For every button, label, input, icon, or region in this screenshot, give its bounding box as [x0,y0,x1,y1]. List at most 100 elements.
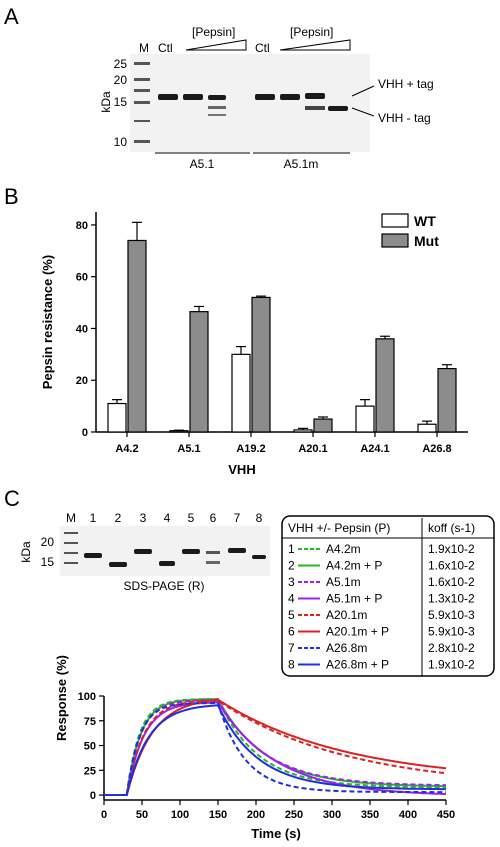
c-curve-1 [104,697,446,796]
legend-rows: 1 A4.2m 1.9x10-2 2 A4.2m + P 1.6x10-2 3 A5.1m 1.… [288,542,475,672]
panel-a: A M Ctl [Pepsin] Ctl [4,4,434,171]
c-xtick-label: 300 [323,809,341,821]
c-curve-3 [104,699,446,796]
b-ytick-label: 0 [82,427,88,439]
panel-c-letter: C [4,486,20,511]
lane-number: 3 [140,511,147,525]
lane-number: 1 [90,511,97,525]
b-bar-wt [355,405,375,433]
group-label-1: A5.1 [190,157,215,171]
c-ylabel: Response (%) [54,655,69,741]
c-curve-4 [104,701,447,796]
b-xtick-label: A19.2 [236,443,265,455]
chart-c: 0 25 50 75 100 0 50 100 150 200 250 300 350 400 450 [78,691,456,821]
legend-row-name: A26.8m [326,641,367,655]
panel-a-letter: A [4,4,19,29]
c-ytick-label: 75 [84,716,96,728]
group-label-2: A5.1m [284,157,319,171]
legend-row-koff: 1.3x10-2 [428,592,475,606]
lane-numbers: 1 2 3 4 5 6 7 8 [90,511,263,525]
legend-row-num: 1 [288,542,295,556]
lane-number: 4 [164,511,171,525]
lane-number: 6 [210,511,217,525]
c-xtick-label: 250 [285,809,303,821]
mw-c-15: 15 [41,555,55,569]
pepsin-label-1: [Pepsin] [192,25,235,39]
legend-row-koff: 1.6x10-2 [428,559,475,573]
c-xtick-label: 150 [209,809,227,821]
b-xtick-label: A26.8 [422,443,451,455]
lane-number: 5 [188,511,195,525]
ctl-label-1: Ctl [158,41,173,55]
legend-row-name: A5.1m [326,575,361,589]
lane-number: 2 [115,511,122,525]
legend-row-name: A4.2m + P [326,559,382,573]
pointer-plus [351,85,375,97]
b-bar-mut [437,367,457,433]
c-xtick-label: 200 [247,809,265,821]
b-ytick-label: 60 [76,272,88,284]
legend-row-koff: 1.9x10-2 [428,658,475,672]
mw-20: 20 [114,73,128,87]
pepsin-gradient-1 [185,39,247,51]
legend-row-koff: 1.6x10-2 [428,575,475,589]
c-ytick-label: 50 [84,741,96,753]
sample-bands-c [84,548,266,567]
marker-bands-a [134,62,150,143]
legend-row-koff: 1.9x10-2 [428,542,475,556]
gel-caption-c: SDS-PAGE (R) [123,579,204,593]
c-xtick-label: 450 [437,809,455,821]
pointer-minus [351,107,375,117]
b-bar-wt [107,402,127,433]
b-xtick-label: A20.1 [298,443,327,455]
c-xtick-label: 50 [136,809,148,821]
ctl-label-2: Ctl [255,41,270,55]
legend-row-koff: 5.9x10-3 [428,608,475,622]
chart-b: 0 20 40 60 80 A4.2 A5.1 A19.2 A20.1 A24.1 A26.8 WT M… [76,212,468,455]
b-bar-mut [127,239,147,433]
legend-header-right: koff (s-1) [428,521,475,535]
b-legend-label: WT [414,213,436,229]
mw-10: 10 [114,135,128,149]
legend-row-name: A4.2m [326,542,361,556]
c-xtick-label: 400 [399,809,417,821]
kda-label-c: kDa [19,541,33,563]
b-ytick-label: 80 [76,220,88,232]
legend-row-name: A20.1m [326,608,367,622]
b-bar-wt [169,430,189,433]
legend-row-num: 5 [288,608,295,622]
legend-header-left: VHH +/- Pepsin (P) [288,521,390,535]
pepsin-gradient-2 [279,39,351,51]
b-bar-mut [251,296,271,433]
b-bar-wt [293,429,313,433]
marker-bands-c [64,532,78,564]
c-curve-7 [104,702,446,796]
panel-b-letter: B [4,184,19,209]
b-xtick-label: A4.2 [115,443,138,455]
b-ylabel: Pepsin resistance (%) [40,255,55,389]
panel-b: B Pepsin resistance (%) 0 20 40 60 80 A4.2 A5.… [4,184,468,477]
b-xtick-label: A24.1 [360,443,389,455]
legend-row-num: 3 [288,575,295,589]
b-xtick-label: A5.1 [177,443,200,455]
legend-row-name: A26.8m + P [326,658,389,672]
band-label-plus: VHH + tag [378,77,434,91]
legend-row-koff: 2.8x10-2 [428,641,475,655]
marker-lane-label-a: M [139,41,149,55]
legend-table [281,515,495,677]
b-ytick-label: 40 [76,323,88,335]
lane-number: 8 [256,511,263,525]
legend-row-num: 6 [288,625,295,639]
c-curve-5 [104,699,447,796]
pepsin-label-2: [Pepsin] [290,25,333,39]
b-legend-swatch [381,213,409,228]
lane-number: 7 [234,511,241,525]
band-label-minus: VHH - tag [378,111,431,125]
b-xlabel: VHH [228,462,255,477]
legend-row-name: A20.1m + P [326,625,389,639]
gel-a [130,54,370,152]
c-xtick-label: 350 [361,809,379,821]
legend-row-name: A5.1m + P [326,592,382,606]
b-ytick-label: 20 [76,375,88,387]
